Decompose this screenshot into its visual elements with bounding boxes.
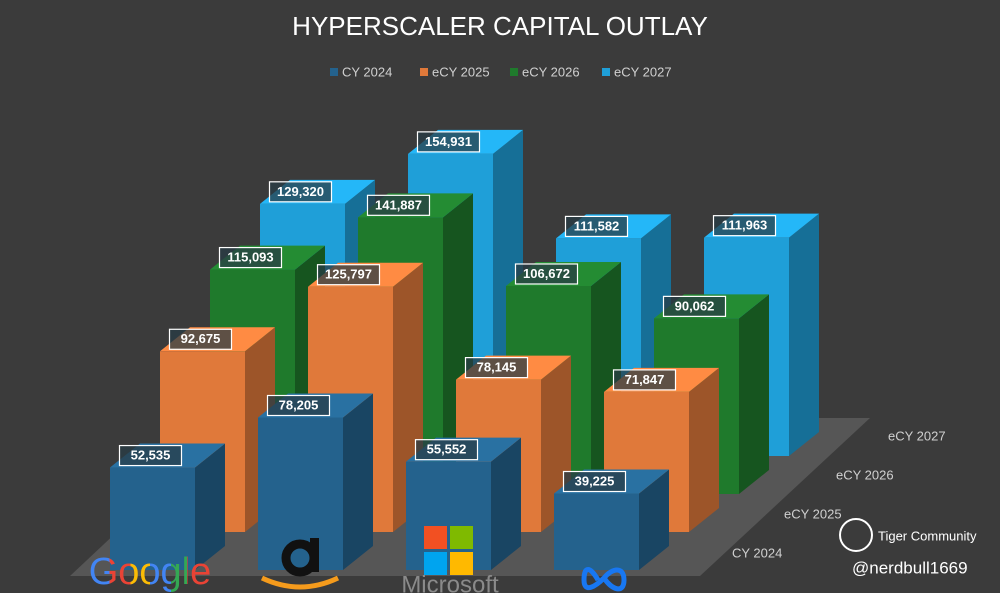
bars: 129,320 154,931 111,582 111,963 115,093 141,8… [110, 129, 819, 570]
legend-label: eCY 2027 [614, 64, 672, 79]
bar-side [639, 469, 669, 570]
legend-label: eCY 2026 [522, 64, 580, 79]
value-label: 71,847 [625, 372, 665, 387]
value-label-box [612, 369, 677, 391]
value-label: 92,675 [181, 331, 221, 346]
value-label: 39,225 [575, 473, 615, 488]
watermark: Tiger Community @nerdbull1669 [839, 518, 977, 577]
value-label-box [366, 194, 431, 216]
bar [554, 493, 639, 570]
amazon-smile [260, 575, 340, 590]
value-label-box [712, 215, 777, 237]
value-label-box [416, 131, 481, 153]
logos: Google Microsoft [89, 526, 627, 593]
value-label-box [562, 470, 627, 493]
value-label: 78,205 [279, 397, 319, 412]
legend: CY 2024 eCY 2025 eCY 2026 eCY 2027 [330, 64, 672, 79]
value-label: 90,062 [675, 298, 715, 313]
bar [110, 467, 195, 570]
chart-title: HYPERSCALER CAPITAL OUTLAY [292, 11, 708, 41]
depth-label: eCY 2027 [888, 428, 946, 443]
microsoft-logo-text: Microsoft [401, 571, 499, 593]
value-label-box [464, 357, 529, 379]
value-label: 129,320 [277, 184, 324, 199]
legend-swatch [602, 68, 610, 76]
ms-square [450, 552, 473, 575]
depth-label: CY 2024 [732, 545, 782, 560]
legend-label: eCY 2025 [432, 64, 490, 79]
bar-side [689, 367, 719, 532]
value-label-box [218, 246, 283, 269]
legend-swatch [330, 68, 338, 76]
bar [406, 461, 491, 570]
value-label: 154,931 [425, 134, 472, 149]
legend-swatch [420, 68, 428, 76]
value-label-box [414, 439, 479, 461]
ms-square [424, 526, 447, 549]
value-label-box [118, 444, 183, 467]
microsoft-logo: Microsoft [401, 526, 499, 593]
bar-side [343, 393, 373, 570]
value-label: 141,887 [375, 197, 422, 212]
value-label-box [662, 295, 727, 317]
value-label: 52,535 [131, 447, 171, 462]
value-label-box [268, 181, 333, 203]
value-label: 106,672 [523, 266, 570, 281]
bar-side [739, 294, 769, 494]
value-label: 115,093 [227, 250, 273, 265]
ms-square [450, 526, 473, 549]
amazon-a-stem [310, 538, 319, 572]
value-label-box [564, 215, 629, 238]
bar-side [491, 437, 521, 570]
value-label: 111,582 [574, 218, 620, 233]
meta-logo [581, 567, 627, 592]
amazon-logo [260, 538, 340, 590]
value-label-box [316, 264, 381, 286]
brand: Tiger Community [878, 528, 977, 543]
value-label: 125,797 [325, 267, 372, 282]
value-label-box [266, 394, 331, 417]
brand-icon [839, 518, 873, 552]
google-logo: Google [89, 551, 212, 593]
bar-side [195, 443, 225, 570]
handle: @nerdbull1669 [852, 558, 968, 577]
ms-square [424, 552, 447, 575]
value-label: 78,145 [477, 360, 517, 375]
value-label-box [514, 263, 579, 285]
value-label: 111,963 [722, 218, 768, 233]
value-label: 55,552 [427, 442, 467, 457]
value-label-box [168, 328, 233, 350]
depth-label: eCY 2025 [784, 506, 842, 521]
legend-label: CY 2024 [342, 64, 392, 79]
depth-label: eCY 2026 [836, 467, 894, 482]
bar-side [789, 213, 819, 456]
legend-swatch [510, 68, 518, 76]
